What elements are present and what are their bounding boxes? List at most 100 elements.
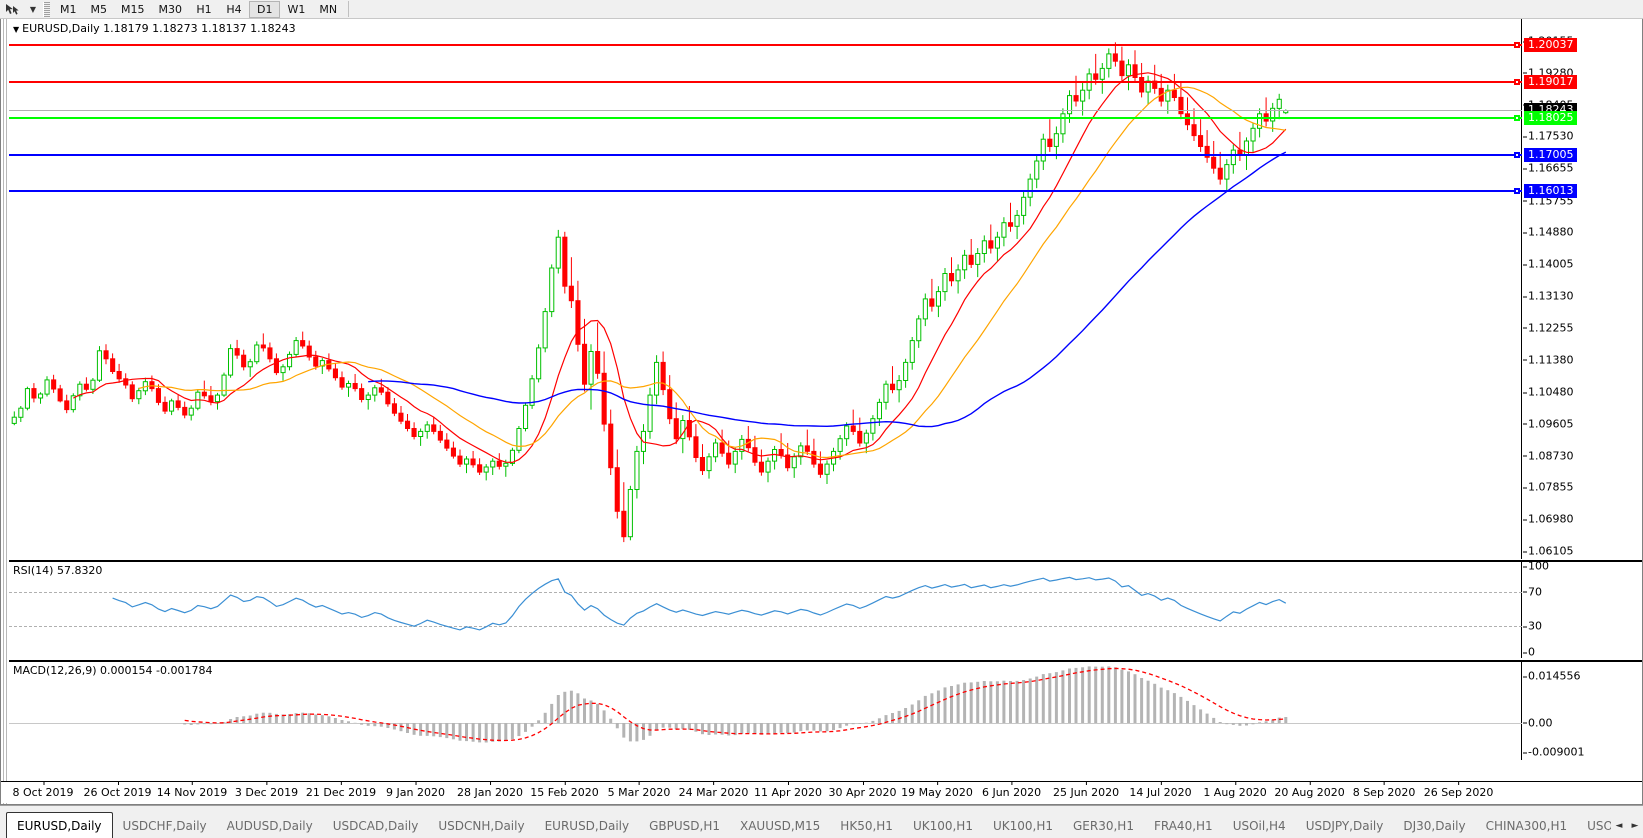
window-gutter	[1, 19, 9, 804]
macd-title: MACD(12,26,9) 0.000154 -0.001784	[13, 664, 213, 677]
chart-tab-usdcnh-daily[interactable]: USDCNH,Daily	[438, 819, 525, 833]
chart-tab-xauusd-m15[interactable]: XAUUSD,M15	[740, 819, 821, 833]
rsi-pane[interactable]: RSI(14) 57.8320 100 70 30 0	[9, 559, 1642, 659]
date-tick: 8 Oct 2019	[12, 781, 74, 799]
date-tick: 24 Mar 2020	[678, 781, 749, 799]
date-tick: 3 Dec 2019	[234, 781, 299, 799]
macd-tick: 0.014556	[1523, 669, 1581, 683]
tab-scroll-right-icon[interactable]: ►	[1631, 821, 1639, 831]
timeframe-group: M1 M5 M15 M30 H1 H4 D1 W1 MN	[53, 0, 353, 19]
price-level-handle[interactable]	[1514, 115, 1520, 122]
price-level-handle[interactable]	[1514, 188, 1520, 195]
current-price-line	[9, 110, 1522, 112]
chart-tab-hk50-h1[interactable]: HK50,H1	[840, 819, 893, 833]
date-tick: 14 Nov 2019	[156, 781, 228, 799]
date-tick: 5 Mar 2020	[607, 781, 671, 799]
chart-tab-dj30-daily[interactable]: DJ30,Daily	[1403, 819, 1466, 833]
price-tick: 1.09605	[1523, 417, 1574, 431]
price-label-level-blue-2[interactable]: 1.16013	[1524, 184, 1577, 199]
chart-tab-gbpusd-h1[interactable]: GBPUSD,H1	[649, 819, 720, 833]
price-tick: 1.11380	[1523, 353, 1574, 367]
date-tick: 26 Oct 2019	[83, 781, 152, 799]
date-tick: 19 May 2020	[901, 781, 973, 799]
rsi-guide-30	[9, 626, 1522, 628]
macd-pane[interactable]: MACD(12,26,9) 0.000154 -0.001784 0.01455…	[9, 660, 1642, 760]
price-level-line[interactable]	[9, 117, 1522, 120]
rsi-plot-area[interactable]	[9, 562, 1522, 658]
price-level-handle[interactable]	[1514, 152, 1520, 159]
price-level-handle[interactable]	[1514, 79, 1520, 86]
timeframe-d1[interactable]: D1	[249, 0, 281, 18]
date-tick: 21 Dec 2019	[305, 781, 377, 799]
timeframe-m15[interactable]: M15	[121, 2, 145, 16]
rsi-guide-70	[9, 591, 1522, 593]
price-tick: 1.17530	[1523, 129, 1574, 143]
price-tick: 1.12255	[1523, 321, 1574, 335]
date-tick: 1 Aug 2020	[1203, 781, 1267, 799]
chart-tab-uk100-h1[interactable]: UK100,H1	[992, 819, 1053, 833]
rsi-title: RSI(14) 57.8320	[13, 564, 103, 577]
chart-symbol-header: ▼ EURUSD,Daily 1.18179 1.18273 1.18137 1.…	[13, 22, 296, 35]
price-tick: 1.08730	[1523, 449, 1574, 463]
price-label-level-red-2[interactable]: 1.19017	[1524, 75, 1577, 90]
timeframe-h4[interactable]: H4	[226, 2, 242, 16]
macd-plot-area[interactable]	[9, 662, 1522, 760]
price-level-line[interactable]	[9, 44, 1522, 47]
date-tick: 15 Feb 2020	[530, 781, 599, 799]
date-tick: 30 Apr 2020	[828, 781, 897, 799]
date-tick: 28 Jan 2020	[457, 781, 523, 799]
toolbar-grip[interactable]	[43, 1, 50, 17]
chart-tab-uk100-h1[interactable]: UK100,H1	[912, 819, 973, 833]
price-label-level-blue-1[interactable]: 1.17005	[1524, 148, 1577, 163]
timeframe-m30[interactable]: M30	[158, 2, 183, 16]
price-level-handle[interactable]	[1514, 42, 1520, 49]
chart-tab-usdjpy-daily[interactable]: USDJPY,Daily	[1305, 819, 1384, 833]
price-tick: 1.07855	[1523, 480, 1574, 494]
rsi-tick: 100	[1523, 559, 1549, 573]
chart-tab-audusd-daily[interactable]: AUDUSD,Daily	[226, 819, 313, 833]
timeframe-mn[interactable]: MN	[319, 2, 338, 16]
price-tick: 1.10480	[1523, 385, 1574, 399]
timeframe-h1[interactable]: H1	[196, 2, 212, 16]
date-tick: 11 Apr 2020	[754, 781, 823, 799]
crosshair-cursor-icon[interactable]	[0, 1, 26, 18]
chart-tab-usoil-h[interactable]: USOil,H	[1587, 819, 1611, 833]
chevron-down-icon[interactable]: ▼	[29, 4, 37, 14]
price-label-level-green[interactable]: 1.18025	[1524, 111, 1577, 126]
chart-tab-eurusd-daily[interactable]: EURUSD,Daily	[6, 812, 113, 838]
price-tick: 1.14880	[1523, 225, 1574, 239]
price-label-level-red-1[interactable]: 1.20037	[1524, 38, 1577, 53]
price-tick: 1.14005	[1523, 257, 1574, 271]
chart-tab-fra40-h1[interactable]: FRA40,H1	[1153, 819, 1213, 833]
toolbar-separator	[348, 1, 350, 17]
top-toolbar: ▼ M1 M5 M15 M30 H1 H4 D1 W1 MN	[0, 0, 1643, 19]
chart-tab-china300-h1[interactable]: CHINA300,H1	[1485, 819, 1568, 833]
date-axis[interactable]: 8 Oct 2019 26 Oct 2019 14 Nov 2019 3 Dec 20…	[1, 781, 1642, 803]
timeframe-m1[interactable]: M1	[60, 2, 77, 16]
price-plot-area[interactable]	[9, 19, 1522, 559]
timeframe-m5[interactable]: M5	[90, 2, 108, 16]
timeframe-w1[interactable]: W1	[287, 2, 306, 16]
chart-tab-usoil-h4[interactable]: USOil,H4	[1232, 819, 1286, 833]
price-pane[interactable]: ▼ EURUSD,Daily 1.18179 1.18273 1.18137 1.…	[9, 19, 1642, 559]
chart-tab-usdchf-daily[interactable]: USDCHF,Daily	[122, 819, 207, 833]
chart-tab-bar: EURUSD,Daily USDCHF,Daily AUDUSD,Daily USDC…	[0, 805, 1643, 838]
chart-tab-eurusd-daily[interactable]: EURUSD,Daily	[544, 819, 630, 833]
price-level-line[interactable]	[9, 81, 1522, 84]
tab-scroll-left-icon[interactable]: ◄	[1615, 821, 1623, 831]
price-axis-line	[1521, 19, 1522, 559]
chart-tab-ger30-h1[interactable]: GER30,H1	[1073, 819, 1134, 833]
price-level-line[interactable]	[9, 154, 1522, 157]
price-tick: 1.06980	[1523, 512, 1574, 526]
date-tick: 26 Sep 2020	[1423, 781, 1494, 799]
date-tick: 6 Jun 2020	[981, 781, 1042, 799]
macd-tick: -0.009001	[1522, 745, 1585, 759]
chart-tab-usdcad-daily[interactable]: USDCAD,Daily	[332, 819, 419, 833]
date-tick: 20 Aug 2020	[1274, 781, 1345, 799]
price-level-line[interactable]	[9, 190, 1522, 193]
triangle-down-icon[interactable]: ▼	[13, 24, 20, 34]
price-scale[interactable]: 1.201551.192801.184051.175301.166551.157…	[1522, 19, 1642, 559]
rsi-tick: 70	[1523, 585, 1542, 599]
price-tick: 1.06105	[1523, 544, 1574, 558]
price-tick: 1.13130	[1523, 289, 1574, 303]
